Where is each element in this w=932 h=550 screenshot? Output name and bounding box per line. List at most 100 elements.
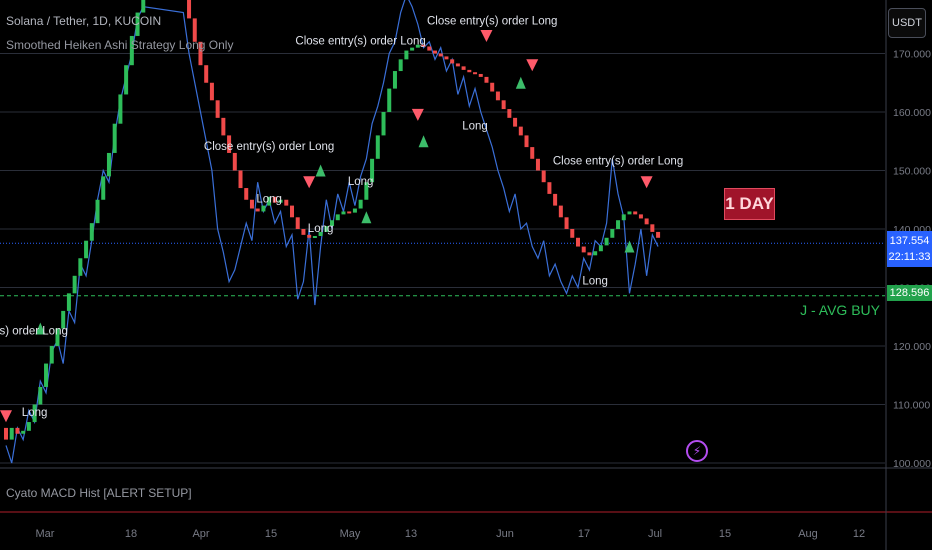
currency-button[interactable]: USDT <box>888 8 926 38</box>
candle-body <box>501 100 506 110</box>
x-tick-label: 18 <box>125 528 137 540</box>
signal-label: Close entry(s) order Long <box>204 141 334 153</box>
candle-body <box>495 91 500 101</box>
candle-body <box>364 182 369 200</box>
y-tick-label: 120.000 <box>893 341 931 353</box>
candle-body <box>398 59 403 72</box>
candle-body <box>89 223 94 241</box>
close-entry-triangle <box>303 176 316 189</box>
candle-body <box>78 258 83 276</box>
long-entry-triangle <box>418 135 429 148</box>
candle-body <box>272 196 277 203</box>
signal-label: Long <box>462 121 488 133</box>
candle-body <box>341 211 346 215</box>
close-entry-triangle <box>411 108 424 121</box>
y-tick-label: 160.000 <box>893 107 931 119</box>
candle-body <box>118 94 123 124</box>
y-tick-label: 100.000 <box>893 458 931 470</box>
candle-body <box>204 65 209 83</box>
avg-buy-label: J - AVG BUY <box>800 302 880 318</box>
candle-body <box>66 293 71 311</box>
candle-body <box>21 430 26 434</box>
candle-body <box>421 44 426 47</box>
symbol-title[interactable]: Solana / Tether, 1D, KUCOIN <box>6 14 162 28</box>
signal-label: Long <box>308 223 334 235</box>
candle-body <box>112 123 117 153</box>
candle-body <box>232 152 237 171</box>
study-legend[interactable]: Smoothed Heiken Ashi Strategy Long Only <box>6 38 234 52</box>
candle-body <box>427 46 432 51</box>
candle-body <box>95 199 100 224</box>
candle-body <box>410 47 415 51</box>
candle-body <box>541 170 546 183</box>
candle-body <box>530 147 535 159</box>
candle-body <box>450 59 455 64</box>
candle-body <box>330 220 335 227</box>
long-entry-triangle <box>315 164 326 177</box>
candle-body <box>387 88 392 112</box>
candle-body <box>415 44 420 48</box>
candle-body <box>576 237 580 247</box>
candle-body <box>513 117 518 127</box>
candle-body <box>570 229 575 238</box>
candle-body <box>192 18 197 42</box>
candle-body <box>249 199 254 209</box>
x-tick-label: 15 <box>719 528 731 540</box>
signal-label: Long <box>22 407 48 419</box>
candle-body <box>215 100 220 118</box>
candle-body <box>15 427 20 434</box>
candle-body <box>312 236 317 239</box>
candle-body <box>438 53 443 57</box>
candle-body <box>261 205 266 212</box>
close-entry-triangle <box>0 410 12 423</box>
candle-body <box>198 41 203 66</box>
candle-body <box>484 76 489 83</box>
candle-body <box>135 12 140 36</box>
y-tick-label: 170.000 <box>893 49 931 61</box>
candle-body <box>616 220 621 229</box>
candle-body <box>124 65 129 95</box>
candle-body <box>295 217 300 229</box>
candle-body <box>318 231 323 237</box>
close-entry-triangle <box>480 29 493 42</box>
candle-body <box>49 346 54 364</box>
candle-body <box>238 170 243 189</box>
candle-body <box>524 135 529 148</box>
x-tick-label: 17 <box>578 528 590 540</box>
x-tick-label: Aug <box>798 528 818 540</box>
long-entry-triangle <box>515 76 526 89</box>
candle-body <box>644 218 649 225</box>
candle-body <box>404 50 409 60</box>
signal-label: y(s) order Long <box>0 325 68 337</box>
signal-label: Long <box>256 194 282 206</box>
bar-countdown: 22:11:33 <box>888 251 931 263</box>
lightning-icon[interactable]: ⚡ <box>686 440 708 462</box>
candle-body <box>553 193 558 206</box>
candle-body <box>255 208 260 212</box>
candle-body <box>381 112 386 136</box>
candle-body <box>593 251 598 256</box>
candle-body <box>26 422 31 431</box>
long-entry-triangle <box>35 322 46 335</box>
candle-body <box>221 117 226 136</box>
y-tick-label: 150.000 <box>893 166 931 178</box>
y-tick-label: 110.000 <box>893 400 930 412</box>
candle-body <box>244 188 249 200</box>
candle-body <box>507 109 512 118</box>
candle-body <box>307 234 312 238</box>
avg-buy-tag: 128.596 <box>887 285 932 301</box>
signal-label: Close entry(s) order Long <box>427 15 557 27</box>
candle-body <box>61 310 66 329</box>
candle-body <box>564 217 569 229</box>
last-price-tag: 137.554 22:11:33 <box>887 231 932 267</box>
candle-body <box>478 73 483 77</box>
macd-legend[interactable]: Cyato MACD Hist [ALERT SETUP] <box>6 486 192 500</box>
candle-body <box>581 246 586 253</box>
candle-body <box>284 199 289 206</box>
close-price-line <box>5 0 659 464</box>
candle-body <box>433 50 437 54</box>
candle-body <box>352 208 357 213</box>
candle-body <box>32 404 37 423</box>
candle-body <box>392 71 397 89</box>
